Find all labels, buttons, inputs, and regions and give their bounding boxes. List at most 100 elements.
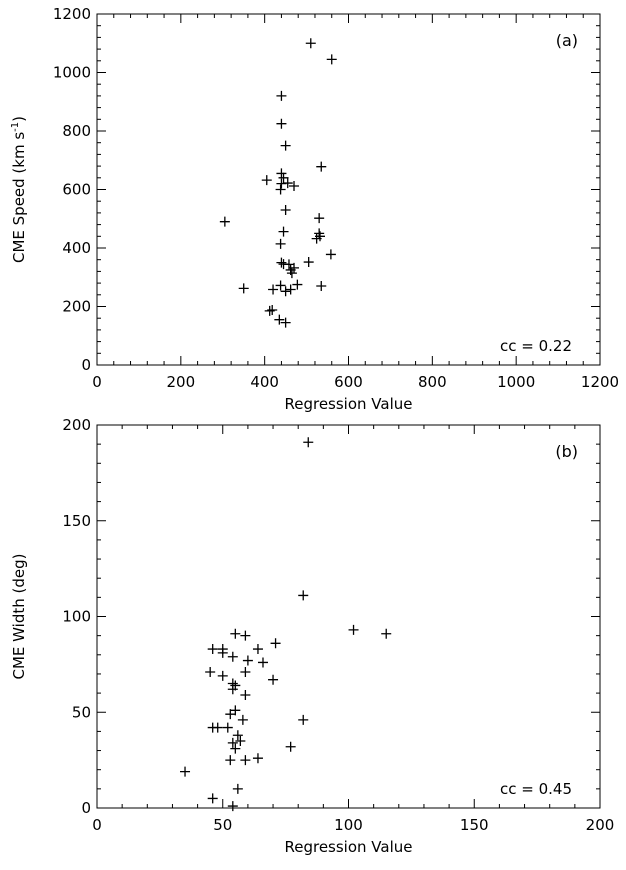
data-point xyxy=(222,722,233,733)
y-tick-label: 400 xyxy=(62,239,91,257)
data-point xyxy=(311,233,322,244)
x-tick-label: 1000 xyxy=(497,373,535,391)
y-tick-label: 100 xyxy=(62,608,91,626)
y-axis-label-superscript: -1 xyxy=(10,122,21,132)
x-tick-label: 50 xyxy=(213,816,232,834)
x-tick-label: 200 xyxy=(586,816,615,834)
data-point xyxy=(217,647,228,658)
data-point xyxy=(227,737,238,748)
correlation-annotation: cc = 0.22 xyxy=(500,337,572,355)
data-point xyxy=(230,705,241,716)
data-point xyxy=(276,168,287,179)
y-tick-label: 1200 xyxy=(53,5,91,23)
data-point xyxy=(275,184,286,195)
y-tick-label: 0 xyxy=(81,356,91,374)
data-point xyxy=(238,283,249,294)
data-point xyxy=(230,743,241,754)
data-point xyxy=(227,651,238,662)
data-point xyxy=(280,286,291,297)
data-point xyxy=(275,280,286,291)
data-point xyxy=(289,180,300,191)
data-point xyxy=(270,638,281,649)
data-point xyxy=(261,175,272,186)
data-point xyxy=(283,259,294,270)
data-point xyxy=(227,801,238,812)
data-point xyxy=(305,38,316,49)
data-point xyxy=(232,730,243,741)
x-tick-label: 1200 xyxy=(581,373,619,391)
data-point xyxy=(276,257,287,268)
data-point xyxy=(314,213,325,224)
x-axis-label: Regression Value xyxy=(284,395,412,413)
data-point xyxy=(280,317,291,328)
data-point xyxy=(230,628,241,639)
data-point xyxy=(235,735,246,746)
data-point xyxy=(240,755,251,766)
panel-b: 0 50 100 150 200 0 50 100 150 200 Regression Value… xyxy=(10,416,614,856)
correlation-annotation: cc = 0.45 xyxy=(500,780,572,798)
data-point xyxy=(240,667,251,678)
data-point xyxy=(286,268,297,279)
data-point xyxy=(252,753,263,764)
x-tick-label: 150 xyxy=(460,816,489,834)
data-point xyxy=(285,284,296,295)
y-axis-label-text: CME Width (deg) xyxy=(10,554,28,680)
y-axis-label: CME Width (deg) xyxy=(10,554,28,680)
data-point xyxy=(257,657,268,668)
data-point xyxy=(298,590,309,601)
data-point xyxy=(381,628,392,639)
x-tick-label: 600 xyxy=(334,373,363,391)
x-tick-label: 100 xyxy=(334,816,363,834)
y-tick-label: 200 xyxy=(62,298,91,316)
data-point xyxy=(316,281,327,292)
data-point xyxy=(225,755,236,766)
data-point xyxy=(240,690,251,701)
data-point xyxy=(264,305,275,316)
data-point xyxy=(303,257,314,268)
y-tick-label: 0 xyxy=(81,799,91,817)
data-point xyxy=(225,709,236,720)
data-point xyxy=(303,437,314,448)
data-point xyxy=(237,714,248,725)
y-tick-label: 1000 xyxy=(53,64,91,82)
data-point xyxy=(242,655,253,666)
data-point xyxy=(268,674,279,685)
data-point xyxy=(207,793,218,804)
data-point xyxy=(278,172,289,183)
y-tick-label: 800 xyxy=(62,122,91,140)
x-axis-label: Regression Value xyxy=(284,838,412,856)
plot-frame xyxy=(96,424,601,809)
data-point xyxy=(207,644,218,655)
data-point xyxy=(275,238,286,249)
data-point xyxy=(180,766,191,777)
y-tick-label: 600 xyxy=(62,181,91,199)
data-point xyxy=(240,630,251,641)
data-point xyxy=(274,314,285,325)
data-point xyxy=(205,667,216,678)
data-point xyxy=(217,670,228,681)
data-point xyxy=(252,644,263,655)
y-axis-label: CME Speed (km s-1) xyxy=(10,116,28,263)
data-point xyxy=(278,226,289,237)
data-point xyxy=(282,178,293,189)
y-axis-label-close: ) xyxy=(10,116,28,122)
x-tick-label: 200 xyxy=(167,373,196,391)
panel-label: (a) xyxy=(556,31,578,50)
y-tick-label: 50 xyxy=(72,703,91,721)
data-point xyxy=(348,624,359,635)
x-tick-label: 0 xyxy=(92,816,102,834)
x-tick-label: 0 xyxy=(92,373,102,391)
data-point xyxy=(276,118,287,129)
data-point xyxy=(285,741,296,752)
data-point xyxy=(316,161,327,172)
y-tick-label: 150 xyxy=(62,512,91,530)
data-point xyxy=(325,249,336,260)
data-point xyxy=(267,305,278,316)
x-tick-label: 800 xyxy=(418,373,447,391)
panel-a: 0 200 400 600 800 1000 1200 0 200 400 600 800 1000 12… xyxy=(10,5,619,413)
y-tick-label: 200 xyxy=(62,416,91,434)
x-tick-label: 400 xyxy=(250,373,279,391)
data-point xyxy=(276,90,287,101)
data-point xyxy=(280,204,291,215)
data-point xyxy=(268,284,279,295)
